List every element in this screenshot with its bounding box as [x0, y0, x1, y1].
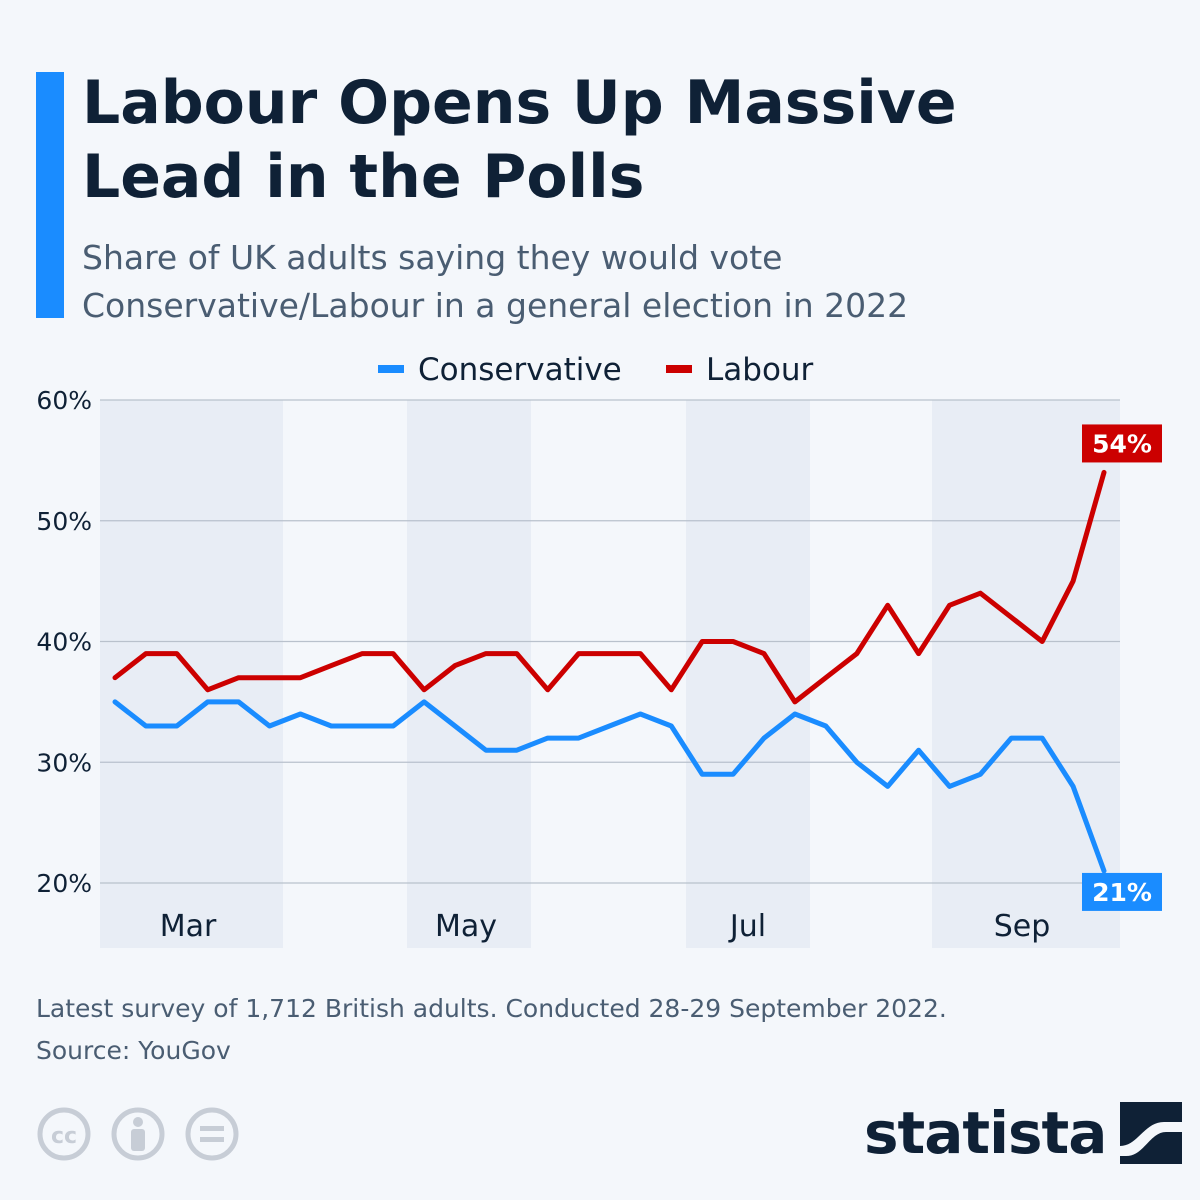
chart-title-line-1: Labour Opens Up Massive [82, 68, 957, 138]
legend-label-conservative: Conservative [418, 352, 622, 388]
statista-logo[interactable]: statista [864, 1098, 1183, 1168]
y-tick-label-50: 50% [36, 507, 92, 536]
end-label-labour: 54% [1092, 429, 1152, 458]
month-band-jul [686, 400, 810, 948]
month-band-may [407, 400, 531, 948]
y-tick-label-20: 20% [36, 869, 92, 898]
footnote-source: Source: YouGov [36, 1036, 231, 1065]
legend-swatch-labour [666, 365, 692, 373]
series-line-conservative [112, 699, 1107, 874]
footnote-survey: Latest survey of 1,712 British adults. C… [36, 994, 947, 1023]
no-derivatives-icon [185, 1107, 239, 1161]
x-label-sep: Sep [994, 909, 1051, 944]
license-icons: cc [37, 1107, 239, 1161]
svg-text:cc: cc [51, 1124, 77, 1149]
chart-subtitle-line-1: Share of UK adults saying they would vot… [82, 238, 783, 277]
chart-subtitle-line-2: Conservative/Labour in a general electio… [82, 286, 909, 325]
y-tick-label-60: 60% [36, 386, 92, 415]
end-label-box-labour [1082, 424, 1162, 463]
x-label-jul: Jul [728, 909, 766, 944]
end-label-box-conservative [1082, 872, 1162, 911]
series-line-labour [112, 469, 1107, 705]
y-tick-label-40: 40% [36, 628, 92, 657]
statista-logo-text: statista [864, 1099, 1107, 1167]
title-accent-bar [36, 72, 64, 318]
footnote: Latest survey of 1,712 British adults. C… [36, 988, 1156, 1072]
legend-label-labour: Labour [706, 352, 814, 388]
x-label-may: May [435, 909, 497, 944]
legend-swatch-conservative [378, 365, 404, 373]
cc-icon: cc [37, 1107, 91, 1161]
statista-logo-mark-icon [1120, 1102, 1183, 1164]
chart-subtitle: Share of UK adults saying they would vot… [82, 234, 1162, 330]
month-band-sep [932, 400, 1120, 948]
end-label-conservative: 21% [1092, 878, 1152, 907]
chart-title-line-2: Lead in the Polls [82, 142, 645, 212]
x-label-mar: Mar [160, 909, 217, 944]
chart-title: Labour Opens Up Massive Lead in the Poll… [82, 66, 1142, 214]
line-chart: 20% 30% 40% 50% 60% Mar May Jul Sep Conservative L… [36, 352, 1162, 948]
attribution-icon [111, 1107, 165, 1161]
y-tick-label-30: 30% [36, 748, 92, 777]
